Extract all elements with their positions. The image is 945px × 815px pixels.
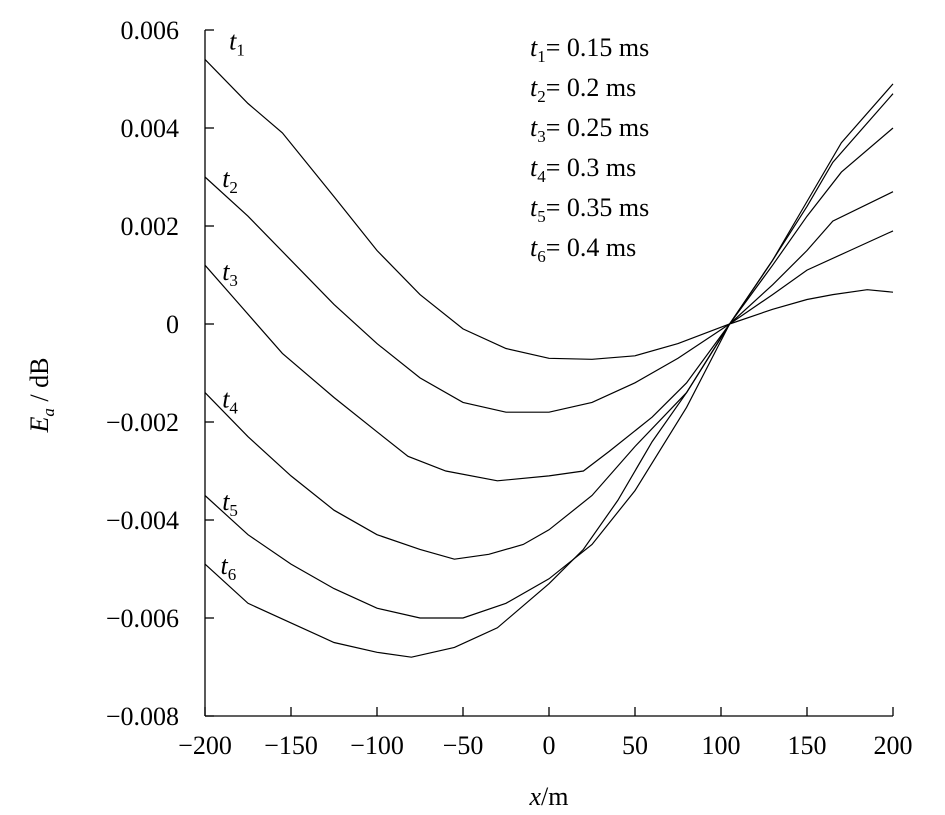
series-line-t3 [204,191,894,482]
y-axis-title: Ea / dB [25,358,58,434]
series-line-t1 [204,58,894,360]
curve-label-t3: t3 [222,257,238,290]
legend-entry: t2= 0.2 ms [530,73,636,106]
curve-label-t2: t2 [222,164,238,197]
series-line-t5 [204,93,894,619]
curve-label-t6: t6 [220,551,236,584]
y-tick-label: −0.004 [106,506,179,535]
y-tick-label: 0.002 [121,212,180,241]
y-tick-label: −0.008 [106,702,179,731]
series-group [204,58,894,658]
curve-label-t1: t1 [229,27,245,60]
x-tick-label: −100 [350,731,404,760]
y-tick-label: −0.006 [106,604,179,633]
curve-labels: t1 t2 t3 t4 t5 t6 [220,27,244,584]
series-line-t2 [204,176,894,413]
x-tick-label: 200 [874,731,913,760]
y-tick-label: −0.002 [106,408,179,437]
legend-entry: t4= 0.3 ms [530,153,636,186]
legend-entry: t3= 0.25 ms [530,113,649,146]
y-tick-label: 0.004 [121,114,180,143]
legend-entry: t5= 0.35 ms [530,193,649,226]
curve-label-t5: t5 [222,487,238,520]
legend-entry: t6= 0.4 ms [530,233,636,266]
y-tick-label: 0 [166,310,179,339]
x-tick-label: 100 [702,731,741,760]
y-tick-label: 0.006 [121,16,180,45]
series-line-t6 [204,83,894,658]
x-axis-title: x/m [529,782,569,811]
x-tick-label: 0 [543,731,556,760]
x-tick-label: 50 [622,731,648,760]
series-line-t4 [204,127,894,560]
curve-label-t4: t4 [222,384,238,417]
x-tick-label: −50 [443,731,484,760]
x-tick-label: 150 [788,731,827,760]
legend: t1= 0.15 ms t2= 0.2 ms t3= 0.25 ms t4= 0.3 … [530,33,649,266]
legend-entry: t1= 0.15 ms [530,33,649,66]
x-ticks: −200 −150 −100 −50 0 50 100 150 200 [178,707,913,760]
x-tick-label: −200 [178,731,232,760]
y-ticks: 0.006 0.004 0.002 0 −0.002 −0.004 −0.006 −0.008 [106,16,214,731]
x-tick-label: −150 [264,731,318,760]
